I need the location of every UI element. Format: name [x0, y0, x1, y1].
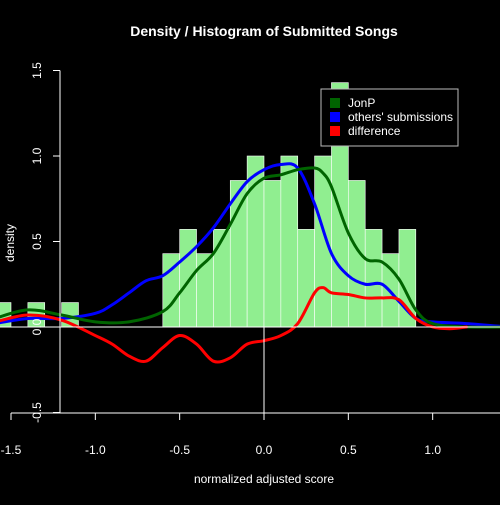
y-tick-label: 0.0 — [30, 318, 44, 335]
legend-box — [320, 88, 459, 147]
x-axis-label: normalized adjusted score — [194, 472, 334, 486]
x-tick-label: 0.5 — [340, 443, 357, 457]
histogram-bar — [348, 180, 366, 328]
histogram-bar — [297, 229, 315, 328]
histogram-bar — [246, 155, 265, 328]
y-tick-label: -0.5 — [30, 402, 44, 423]
x-tick-label: 1.0 — [424, 443, 441, 457]
x-tick-label: -0.5 — [169, 443, 190, 457]
axes: -1.5-1.0-0.50.00.51.01.5-0.50.00.51.01.5 — [0, 62, 500, 457]
legend-swatch — [330, 126, 340, 136]
histogram-bar — [196, 253, 214, 328]
density-line-difference — [0, 286, 468, 364]
legend-label: JonP — [348, 96, 375, 110]
legend-label: others' submissions — [348, 110, 453, 124]
x-tick-label: -1.0 — [85, 443, 106, 457]
legend-swatch — [330, 112, 340, 122]
density-line-jonp — [0, 166, 500, 329]
x-tick-label: 0.0 — [256, 443, 273, 457]
y-axis-label: density — [3, 224, 17, 262]
histogram-bar — [263, 180, 282, 328]
y-tick-label: 1.0 — [30, 147, 44, 164]
histogram-bar — [364, 229, 383, 328]
y-tick-label: 1.5 — [30, 62, 44, 79]
histogram-bar — [213, 229, 231, 328]
y-tick-label: 0.5 — [30, 233, 44, 250]
x-tick-label: -1.5 — [1, 443, 22, 457]
histogram-bar — [280, 155, 299, 328]
legend-label: difference — [348, 124, 401, 138]
chart-title: Density / Histogram of Submitted Songs — [130, 23, 398, 39]
legend-swatch — [330, 98, 340, 108]
histogram-bar — [179, 229, 197, 328]
density-curves — [0, 162, 500, 364]
